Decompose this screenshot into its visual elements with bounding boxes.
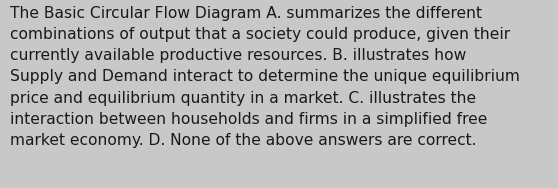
Text: The Basic Circular Flow Diagram A. summarizes the different
combinations of outp: The Basic Circular Flow Diagram A. summa… bbox=[10, 6, 520, 148]
